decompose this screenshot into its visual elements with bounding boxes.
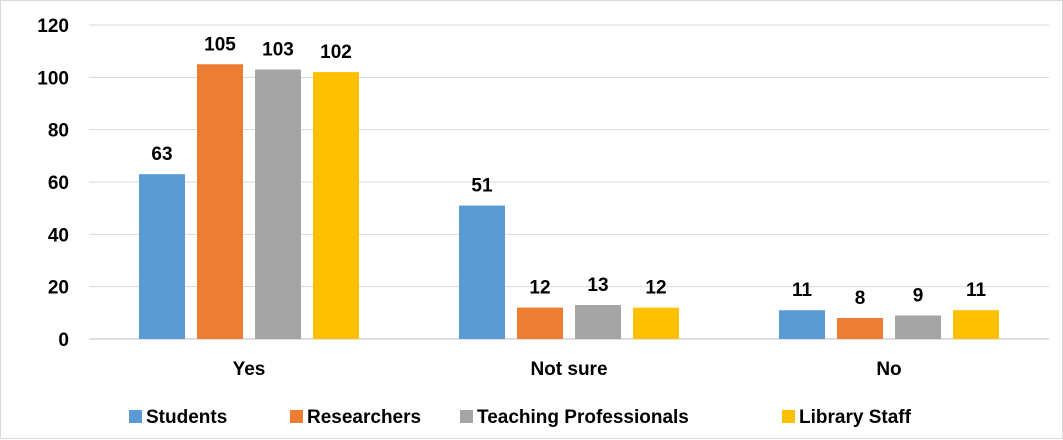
data-label: 51 bbox=[471, 176, 493, 197]
data-label: 11 bbox=[966, 280, 987, 301]
data-label: 63 bbox=[151, 144, 172, 165]
bar-not-sure-library-staff bbox=[633, 307, 679, 339]
bar-no-teaching-professionals bbox=[895, 315, 941, 339]
bar-yes-library-staff bbox=[313, 72, 359, 339]
data-label: 11 bbox=[792, 280, 813, 301]
data-label: 105 bbox=[204, 34, 236, 55]
data-label: 9 bbox=[913, 285, 924, 306]
data-label: 12 bbox=[529, 278, 550, 299]
legend-swatch-library-staff bbox=[782, 410, 795, 423]
data-label: 12 bbox=[645, 278, 666, 299]
y-tick-label: 100 bbox=[37, 68, 69, 89]
legend: Students Researchers Teaching Professional… bbox=[129, 407, 912, 428]
legend-label: Researchers bbox=[307, 407, 421, 428]
gridlines bbox=[89, 24, 1049, 340]
bar-yes-researchers bbox=[197, 64, 243, 339]
bar-not-sure-researchers bbox=[517, 307, 563, 339]
y-tick-label: 120 bbox=[37, 16, 69, 37]
x-axis-categories: Yes Not sure No bbox=[233, 359, 902, 380]
bar-yes-teaching-professionals bbox=[255, 69, 301, 339]
legend-swatch-teaching-professionals bbox=[460, 410, 473, 423]
bar-not-sure-students bbox=[459, 205, 505, 339]
y-tick-label: 0 bbox=[58, 330, 69, 351]
legend-label: Library Staff bbox=[799, 407, 912, 428]
data-labels: 63 105 103 102 51 12 13 12 11 8 9 11 bbox=[151, 34, 986, 309]
data-label: 102 bbox=[320, 42, 352, 63]
bars bbox=[139, 64, 999, 339]
bar-no-researchers bbox=[837, 318, 883, 339]
y-tick-label: 80 bbox=[48, 121, 69, 142]
legend-label: Teaching Professionals bbox=[477, 407, 689, 428]
y-axis-ticks: 0 20 40 60 80 100 120 bbox=[37, 16, 69, 351]
x-category-label: No bbox=[876, 359, 901, 380]
data-label: 103 bbox=[262, 39, 294, 60]
data-label: 8 bbox=[855, 288, 866, 309]
bar-no-library-staff bbox=[953, 310, 999, 339]
x-category-label: Not sure bbox=[530, 359, 607, 380]
legend-label: Students bbox=[146, 407, 227, 428]
y-tick-label: 40 bbox=[48, 225, 69, 246]
data-label: 13 bbox=[587, 275, 608, 296]
legend-swatch-researchers bbox=[290, 410, 303, 423]
y-tick-label: 60 bbox=[48, 173, 69, 194]
bar-yes-students bbox=[139, 174, 185, 339]
bar-not-sure-teaching-professionals bbox=[575, 304, 621, 339]
x-category-label: Yes bbox=[233, 359, 266, 380]
legend-swatch-students bbox=[129, 410, 142, 423]
y-tick-label: 20 bbox=[48, 278, 69, 299]
bar-no-students bbox=[779, 310, 825, 339]
